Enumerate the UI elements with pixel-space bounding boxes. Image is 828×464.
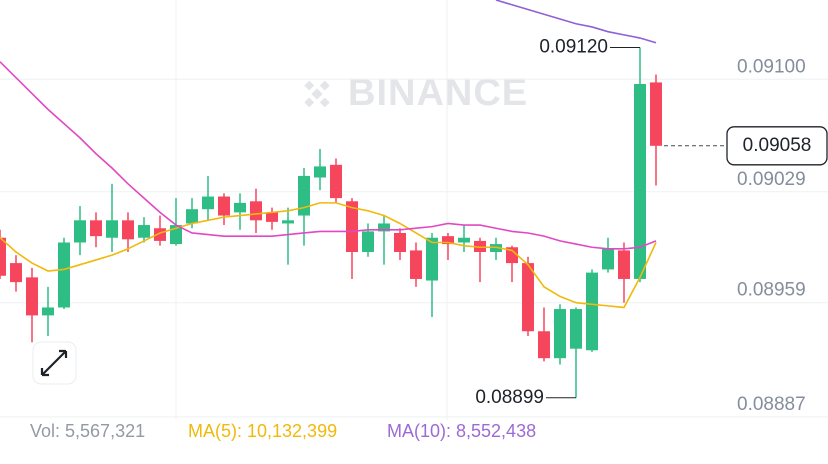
candle-body [346,201,358,252]
candle-body [234,202,246,213]
candle-body [410,250,422,279]
annotation-label: 0.08899 [475,387,544,408]
candle-body [378,223,390,232]
expand-icon[interactable] [40,349,68,377]
candle-body [106,220,118,238]
y-tick-label: 0.09029 [737,169,806,190]
candle-body [538,331,550,359]
candle-body [314,166,326,178]
candle-body [0,237,6,276]
candle-body [298,175,310,216]
watermark-text: BINANCE [348,72,528,114]
expand-button[interactable] [32,341,77,385]
ma-line [0,202,657,309]
candle-body [586,272,598,351]
candle-body [218,196,230,216]
candle-body [634,84,646,279]
candle-body [202,196,214,210]
candle-body [58,242,70,308]
candle-body [266,212,278,222]
candle-body [74,220,86,243]
candle-body [42,307,54,316]
candle-body [186,209,198,224]
watermark: BINANCE [304,72,528,114]
candle-body [506,247,518,264]
volume-legend-item: MA(10): 8,552,438 [387,421,536,441]
candle-body [122,220,134,240]
y-tick-label: 0.08887 [737,394,806,415]
ma-line [0,61,657,250]
candle-body [442,236,454,245]
candle-body [26,277,38,316]
last-price-label: 0.09058 [743,135,812,156]
candle-body [394,232,406,252]
last-price-box [726,126,828,166]
candle-body [250,201,262,221]
candle-body [602,248,614,270]
candle-body [522,263,534,332]
y-tick-label: 0.09100 [737,56,806,77]
candle-body [362,231,374,252]
candle-body [458,237,470,243]
candle-body [138,225,150,238]
candle-body [650,82,662,146]
candle-body [570,309,582,349]
volume-legend-item: MA(5): 10,132,399 [188,421,337,441]
candle-body [426,237,438,281]
candle-body [10,263,22,283]
y-tick-label: 0.08959 [737,280,806,301]
candle-body [554,309,566,359]
volume-legend-item: Vol: 5,567,321 [30,421,145,441]
candle-body [618,250,630,279]
annotation-label: 0.09120 [539,37,608,58]
candle-body [330,164,342,199]
ma-line [495,0,657,44]
candle-body [282,220,294,224]
candle-body [90,220,102,237]
